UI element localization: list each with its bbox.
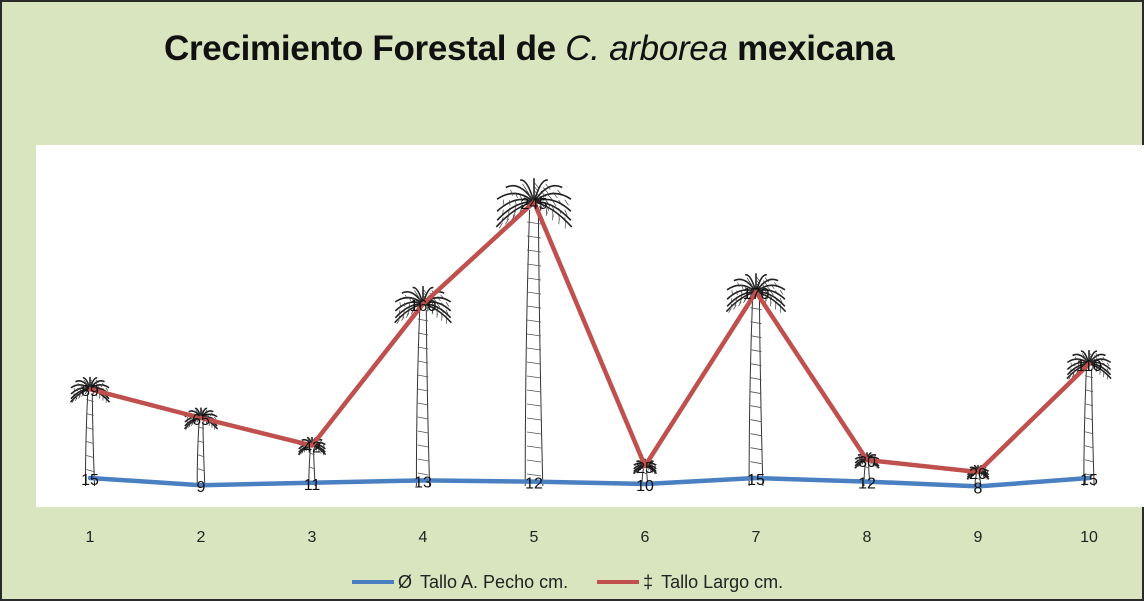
legend-label-tallo-pecho: Tallo A. Pecho cm. (420, 571, 569, 592)
data-label-tallo-pecho: 8 (974, 480, 983, 497)
title-part-1: Crecimiento Forestal de (164, 29, 556, 68)
title-species: C. arborea (565, 29, 728, 68)
x-tick-label: 1 (86, 529, 95, 546)
data-label-tallo-largo: 160 (410, 298, 437, 315)
data-label-tallo-pecho: 12 (858, 476, 876, 493)
legend: Ø Tallo A. Pecho cm. ‡ Tallo Largo cm. (352, 568, 807, 593)
data-label-tallo-largo: 65 (192, 412, 210, 429)
data-label-tallo-pecho: 10 (636, 478, 654, 495)
data-label-tallo-pecho: 12 (525, 476, 543, 493)
legend-label-tallo-largo: Tallo Largo cm. (661, 571, 784, 592)
legend-symbol-tallo-pecho: Ø (398, 571, 413, 592)
data-label-tallo-pecho: 15 (1080, 472, 1098, 489)
data-label-tallo-largo: 89 (81, 383, 99, 400)
data-label-tallo-pecho: 11 (304, 477, 321, 494)
series-line-tallo-largo (87, 199, 1092, 475)
x-tick-label: 2 (197, 529, 206, 546)
data-label-tallo-pecho: 9 (197, 479, 206, 496)
data-label-tallo-largo: 20 (969, 466, 987, 483)
palm-tree-icon (725, 273, 787, 487)
data-label-tallo-largo: 245 (521, 196, 548, 213)
x-tick-label: 4 (419, 529, 428, 546)
data-label-tallo-largo: 25 (636, 460, 654, 477)
x-tick-label: 6 (641, 529, 650, 546)
chart-title: Crecimiento Forestal de C. arborea mexic… (164, 29, 895, 69)
plot-area (36, 145, 1144, 507)
x-tick-label: 3 (308, 529, 317, 546)
legend-swatch-tallo-largo (597, 580, 640, 584)
data-label-tallo-largo: 110 (1076, 358, 1102, 375)
x-tick-label: 7 (752, 529, 761, 546)
series-line-tallo-pecho (87, 475, 1092, 489)
x-tick-label: 10 (1080, 529, 1098, 546)
x-tick-label: 8 (863, 529, 872, 546)
title-part-3: mexicana (737, 29, 895, 68)
legend-symbol-tallo-largo: ‡ (643, 571, 654, 592)
data-label-tallo-pecho: 13 (414, 474, 432, 491)
legend-item-tallo-largo: ‡ Tallo Largo cm. (597, 572, 783, 593)
x-tick-label: 5 (530, 529, 539, 546)
legend-item-tallo-pecho: Ø Tallo A. Pecho cm. (352, 572, 568, 593)
data-label-tallo-largo: 42 (303, 440, 321, 457)
data-label-tallo-pecho: 15 (81, 472, 99, 489)
palm-tree-icon (394, 286, 452, 487)
data-label-tallo-pecho: 15 (747, 472, 765, 489)
data-label-tallo-largo: 170 (743, 286, 770, 303)
x-tick-label: 9 (974, 529, 983, 546)
legend-swatch-tallo-pecho (352, 580, 394, 584)
data-label-tallo-largo: 30 (858, 454, 876, 471)
